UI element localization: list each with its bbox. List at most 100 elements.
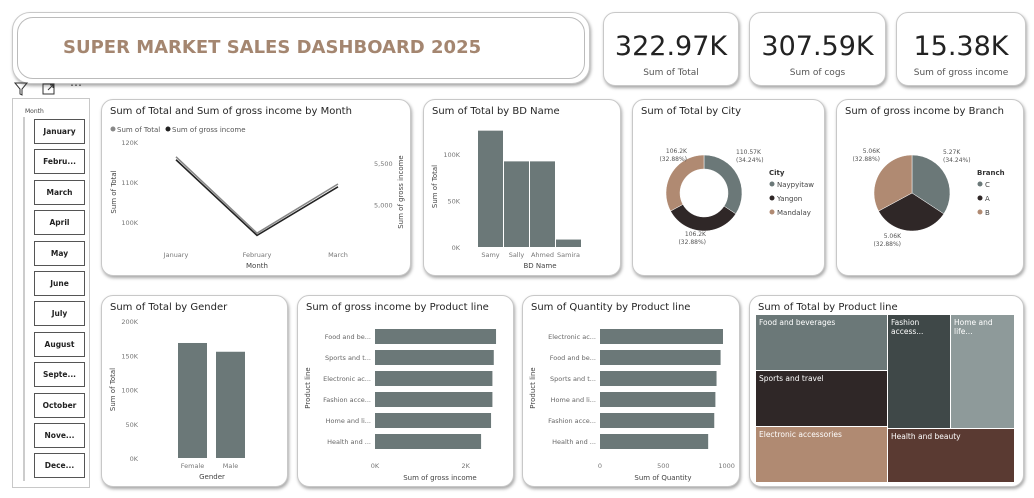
slicer-item[interactable]: June: [34, 271, 85, 296]
bar: [556, 239, 581, 247]
more-options-icon[interactable]: ⋯: [70, 78, 82, 92]
chart-title: Sum of Total by BD Name: [432, 106, 560, 117]
title-card: SUPER MARKET SALES DASHBOARD 2025: [12, 12, 590, 84]
bar: [375, 413, 492, 428]
slicer-item[interactable]: Dece...: [34, 453, 85, 479]
y-tick-label: Health and ...: [327, 438, 371, 446]
x-axis-label: Gender: [199, 473, 225, 481]
chart-total-gross-by-month: Sum of Total and Sum of gross income by …: [101, 99, 411, 276]
legend-marker: [110, 126, 116, 132]
kpi-card-gross-income: 15.38K Sum of gross income: [896, 12, 1026, 86]
treemap-label: Sports and travel: [759, 374, 824, 383]
hbar-chart-svg: Food and be... Sports and t... Electronic …: [304, 329, 497, 482]
data-label-percent: (32.88%): [678, 239, 706, 246]
chart-title: Sum of Total by Gender: [110, 302, 228, 313]
bar: [600, 329, 723, 344]
bar: [600, 371, 717, 386]
y-tick-label: 50K: [125, 421, 138, 429]
slicer-item[interactable]: May: [34, 240, 85, 266]
bar: [504, 161, 529, 247]
treemap-label: Home and life...: [954, 318, 993, 336]
x-tick-label: March: [328, 251, 348, 259]
series-line-total: [175, 156, 339, 235]
treemap-cell[interactable]: Food and beverages: [756, 315, 887, 370]
legend-label: Yangon: [776, 195, 802, 203]
treemap-cell[interactable]: Fashion access...: [888, 315, 950, 428]
treemap-cell[interactable]: Home and life...: [951, 315, 1014, 428]
focus-mode-icon[interactable]: [42, 82, 56, 96]
y-tick-label: Sports and t...: [325, 354, 371, 362]
slicer-item[interactable]: Septe...: [34, 362, 85, 388]
y-tick-label: 50K: [447, 197, 460, 205]
filter-icon[interactable]: [14, 82, 28, 96]
data-label-percent: (32.88%): [873, 241, 901, 248]
slicer-item[interactable]: January: [34, 119, 85, 144]
x-tick-label: Sally: [509, 251, 525, 259]
legend-marker: [769, 209, 775, 215]
visual-toolbar: ⋯: [14, 78, 92, 96]
data-label-percent: (32.88%): [852, 156, 880, 163]
y-tick-label: 0K: [452, 244, 461, 252]
y2-axis-label: Sum of gross income: [397, 155, 405, 229]
y-tick-label: 110K: [121, 179, 138, 187]
y-tick-label: Sports and t...: [550, 375, 596, 383]
treemap-cell[interactable]: Health and beauty: [888, 429, 1014, 482]
line-chart-svg: Sum of Total Sum of gross income 120K 110K 1…: [110, 126, 405, 270]
legend-label: A: [985, 195, 990, 203]
y-axis-label: Sum of Total: [110, 170, 118, 213]
bar: [375, 350, 494, 365]
pie-slice: [873, 154, 913, 212]
data-label-value: 106.2K: [666, 148, 688, 155]
bar: [375, 329, 497, 344]
legend-label: Sum of gross income: [172, 126, 246, 134]
slicer-item[interactable]: August: [34, 331, 85, 357]
treemap-cell[interactable]: Sports and travel: [756, 371, 887, 426]
y-tick-label: Electronic ac...: [323, 375, 371, 383]
legend-label: Naypyitaw: [777, 181, 814, 189]
bar: [178, 342, 207, 458]
bar: [600, 413, 715, 428]
data-label-value: 5.06K: [884, 233, 902, 240]
legend-marker: [769, 195, 775, 201]
bar: [375, 392, 493, 407]
series-line-gross-income: [175, 159, 339, 237]
kpi-value: 322.97K: [614, 31, 728, 62]
chart-title: Sum of Total by Product line: [758, 302, 898, 313]
legend-marker: [977, 209, 983, 215]
x-tick-label: Samy: [481, 251, 499, 259]
chart-title: Sum of Total and Sum of gross income by …: [110, 106, 352, 117]
pie-chart-svg: 5.27K(34.24%)5.06K(32.88%)5.06K(32.88%)B…: [852, 148, 1004, 248]
slicer-item[interactable]: Nove...: [34, 423, 85, 448]
y2-tick-label: 5,500: [374, 160, 393, 168]
data-label-value: 5.06K: [863, 148, 881, 155]
x-tick-label: 500: [657, 462, 669, 470]
slicer-scrollbar[interactable]: [23, 117, 25, 481]
kpi-card-cogs: 307.59K Sum of cogs: [749, 12, 886, 86]
kpi-value: 307.59K: [761, 31, 874, 62]
month-slicer: Month January Febru... March April May June Ju…: [12, 98, 90, 488]
x-axis-label: BD Name: [523, 262, 556, 270]
legend-label: C: [985, 181, 990, 189]
y-tick-label: Food and be...: [325, 333, 371, 341]
title-inner-frame: [17, 17, 585, 79]
slicer-item[interactable]: October: [34, 392, 85, 418]
slicer-header: Month: [25, 108, 44, 115]
data-label-value: 5.27K: [943, 149, 961, 156]
hbar-chart-svg: Electronic ac... Food and be... Sports and…: [529, 329, 735, 482]
slicer-item[interactable]: March: [34, 179, 85, 205]
y-tick-label: Food and be...: [550, 354, 596, 362]
treemap-cell[interactable]: Electronic accessories: [756, 427, 887, 482]
pie-slice: [665, 154, 705, 212]
x-tick-label: Ahmed: [531, 251, 554, 259]
chart-title: Sum of gross income by Branch: [845, 106, 1004, 117]
x-tick-label: Female: [181, 462, 205, 470]
slicer-item[interactable]: April: [34, 210, 85, 236]
bar: [530, 161, 555, 247]
legend-title: City: [769, 169, 785, 177]
slicer-item[interactable]: July: [34, 301, 85, 327]
x-axis-label: Month: [246, 262, 268, 270]
y-tick-label: Fashion acce...: [548, 417, 596, 425]
x-tick-label: January: [163, 251, 189, 259]
y-tick-label: 100K: [443, 151, 460, 159]
slicer-item[interactable]: Febru...: [34, 149, 85, 175]
